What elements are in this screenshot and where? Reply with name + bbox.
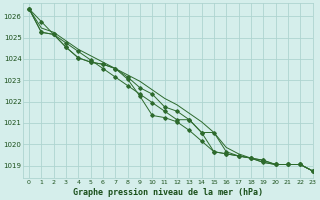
X-axis label: Graphe pression niveau de la mer (hPa): Graphe pression niveau de la mer (hPa) xyxy=(73,188,263,197)
